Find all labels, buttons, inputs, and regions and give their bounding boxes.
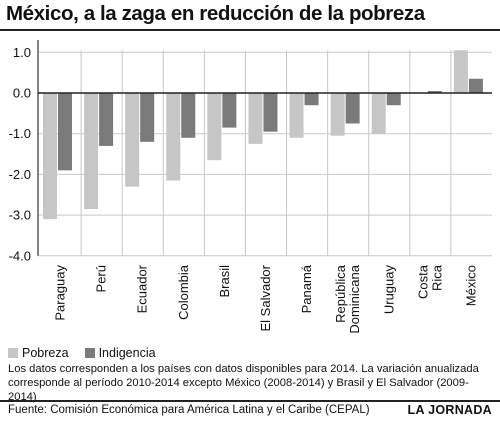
bars (43, 50, 483, 220)
bar-pobreza-paraguay (43, 93, 57, 220)
bar-pobreza-peru (84, 93, 99, 209)
x-tick-label-line: Ecuador (135, 264, 150, 313)
x-tick-label-line: El Salvador (258, 264, 273, 331)
x-tick-label-line: Panamá (299, 264, 314, 313)
bar-indigencia-costa-rica (427, 90, 442, 93)
x-tick-label-line: Dominicana (347, 264, 362, 333)
bar-indigencia-colombia (181, 93, 196, 138)
x-tick-label-el-salvador: El Salvador (258, 264, 273, 331)
x-tick-label-line: República (333, 264, 348, 323)
bar-indigencia-peru (99, 93, 114, 146)
y-tick-label: -2.0 (9, 167, 31, 182)
bar-indigencia-el-salvador (263, 93, 278, 132)
legend: Pobreza Indigencia (8, 344, 172, 362)
bar-pobreza-mexico (453, 50, 468, 93)
x-tick-label-line: Uruguay (381, 265, 396, 315)
legend-item-indigencia: Indigencia (84, 346, 156, 360)
x-tick-label-peru: Perú (94, 265, 109, 292)
brand-logo-text: LA JORNADA (407, 403, 492, 417)
chart-note: Los datos corresponden a los países con … (8, 363, 479, 403)
axes (37, 40, 492, 256)
x-tick-label-ecuador: Ecuador (135, 264, 150, 313)
legend-item-pobreza: Pobreza (8, 346, 69, 360)
x-tick-label-brasil: Brasil (217, 265, 232, 298)
x-tick-label-line: Perú (94, 265, 109, 292)
bar-chart: 1.0 0.0 -1.0 -2.0 -3.0 -4.0 Paraguay Perú Ecuado… (9, 40, 492, 334)
chart-title: México, a la zaga en reducción de la pob… (6, 2, 425, 25)
bar-pobreza-uruguay (371, 93, 386, 134)
grid-lines (38, 50, 492, 257)
x-tick-label-line: Costa (415, 264, 430, 299)
legend-label-pobreza: Pobreza (22, 346, 69, 360)
bar-indigencia-brasil (222, 93, 237, 128)
tick-labels: 1.0 0.0 -1.0 -2.0 -3.0 -4.0 Paraguay Perú Ecuado… (9, 45, 479, 334)
y-tick-label: -1.0 (9, 126, 31, 141)
bar-pobreza-brasil (207, 93, 222, 161)
x-tick-label-colombia: Colombia (176, 264, 191, 320)
y-tick-label: 1.0 (13, 45, 31, 60)
bar-pobreza-ecuador (125, 93, 140, 187)
top-rule (0, 29, 500, 31)
x-tick-label-uruguay: Uruguay (381, 265, 396, 315)
bar-indigencia-ecuador (140, 93, 155, 142)
x-tick-label-line: Colombia (176, 264, 191, 320)
x-tick-label-republica-dominicana: RepúblicaDominicana (333, 264, 362, 333)
x-tick-label-line: México (463, 265, 478, 306)
x-tick-label-mexico: México (463, 265, 478, 306)
x-tick-label-line: Paraguay (53, 265, 68, 321)
bar-indigencia-mexico (468, 78, 483, 93)
y-tick-label: -4.0 (9, 248, 31, 263)
bar-pobreza-republica-dominicana (330, 93, 345, 136)
legend-label-indigencia: Indigencia (98, 346, 156, 360)
bar-indigencia-uruguay (386, 93, 401, 106)
x-tick-label-line: Brasil (217, 265, 232, 298)
x-tick-label-line: Rica (429, 264, 444, 291)
bottom-rule (0, 400, 500, 402)
bar-pobreza-el-salvador (248, 93, 263, 144)
x-tick-label-paraguay: Paraguay (53, 265, 68, 321)
bar-pobreza-colombia (166, 93, 181, 181)
bar-indigencia-republica-dominicana (345, 93, 360, 124)
source-text: Fuente: Comisión Económica para América … (8, 404, 370, 416)
y-tick-label: 0.0 (13, 86, 31, 101)
y-tick-label: -3.0 (9, 208, 31, 223)
bar-indigencia-panama (304, 93, 319, 106)
legend-swatch-pobreza (8, 348, 18, 358)
bar-pobreza-panama (289, 93, 304, 138)
x-tick-label-panama: Panamá (299, 264, 314, 313)
legend-swatch-indigencia (84, 348, 95, 358)
bar-indigencia-paraguay (58, 93, 72, 171)
x-tick-label-costa-rica: CostaRica (415, 264, 444, 299)
